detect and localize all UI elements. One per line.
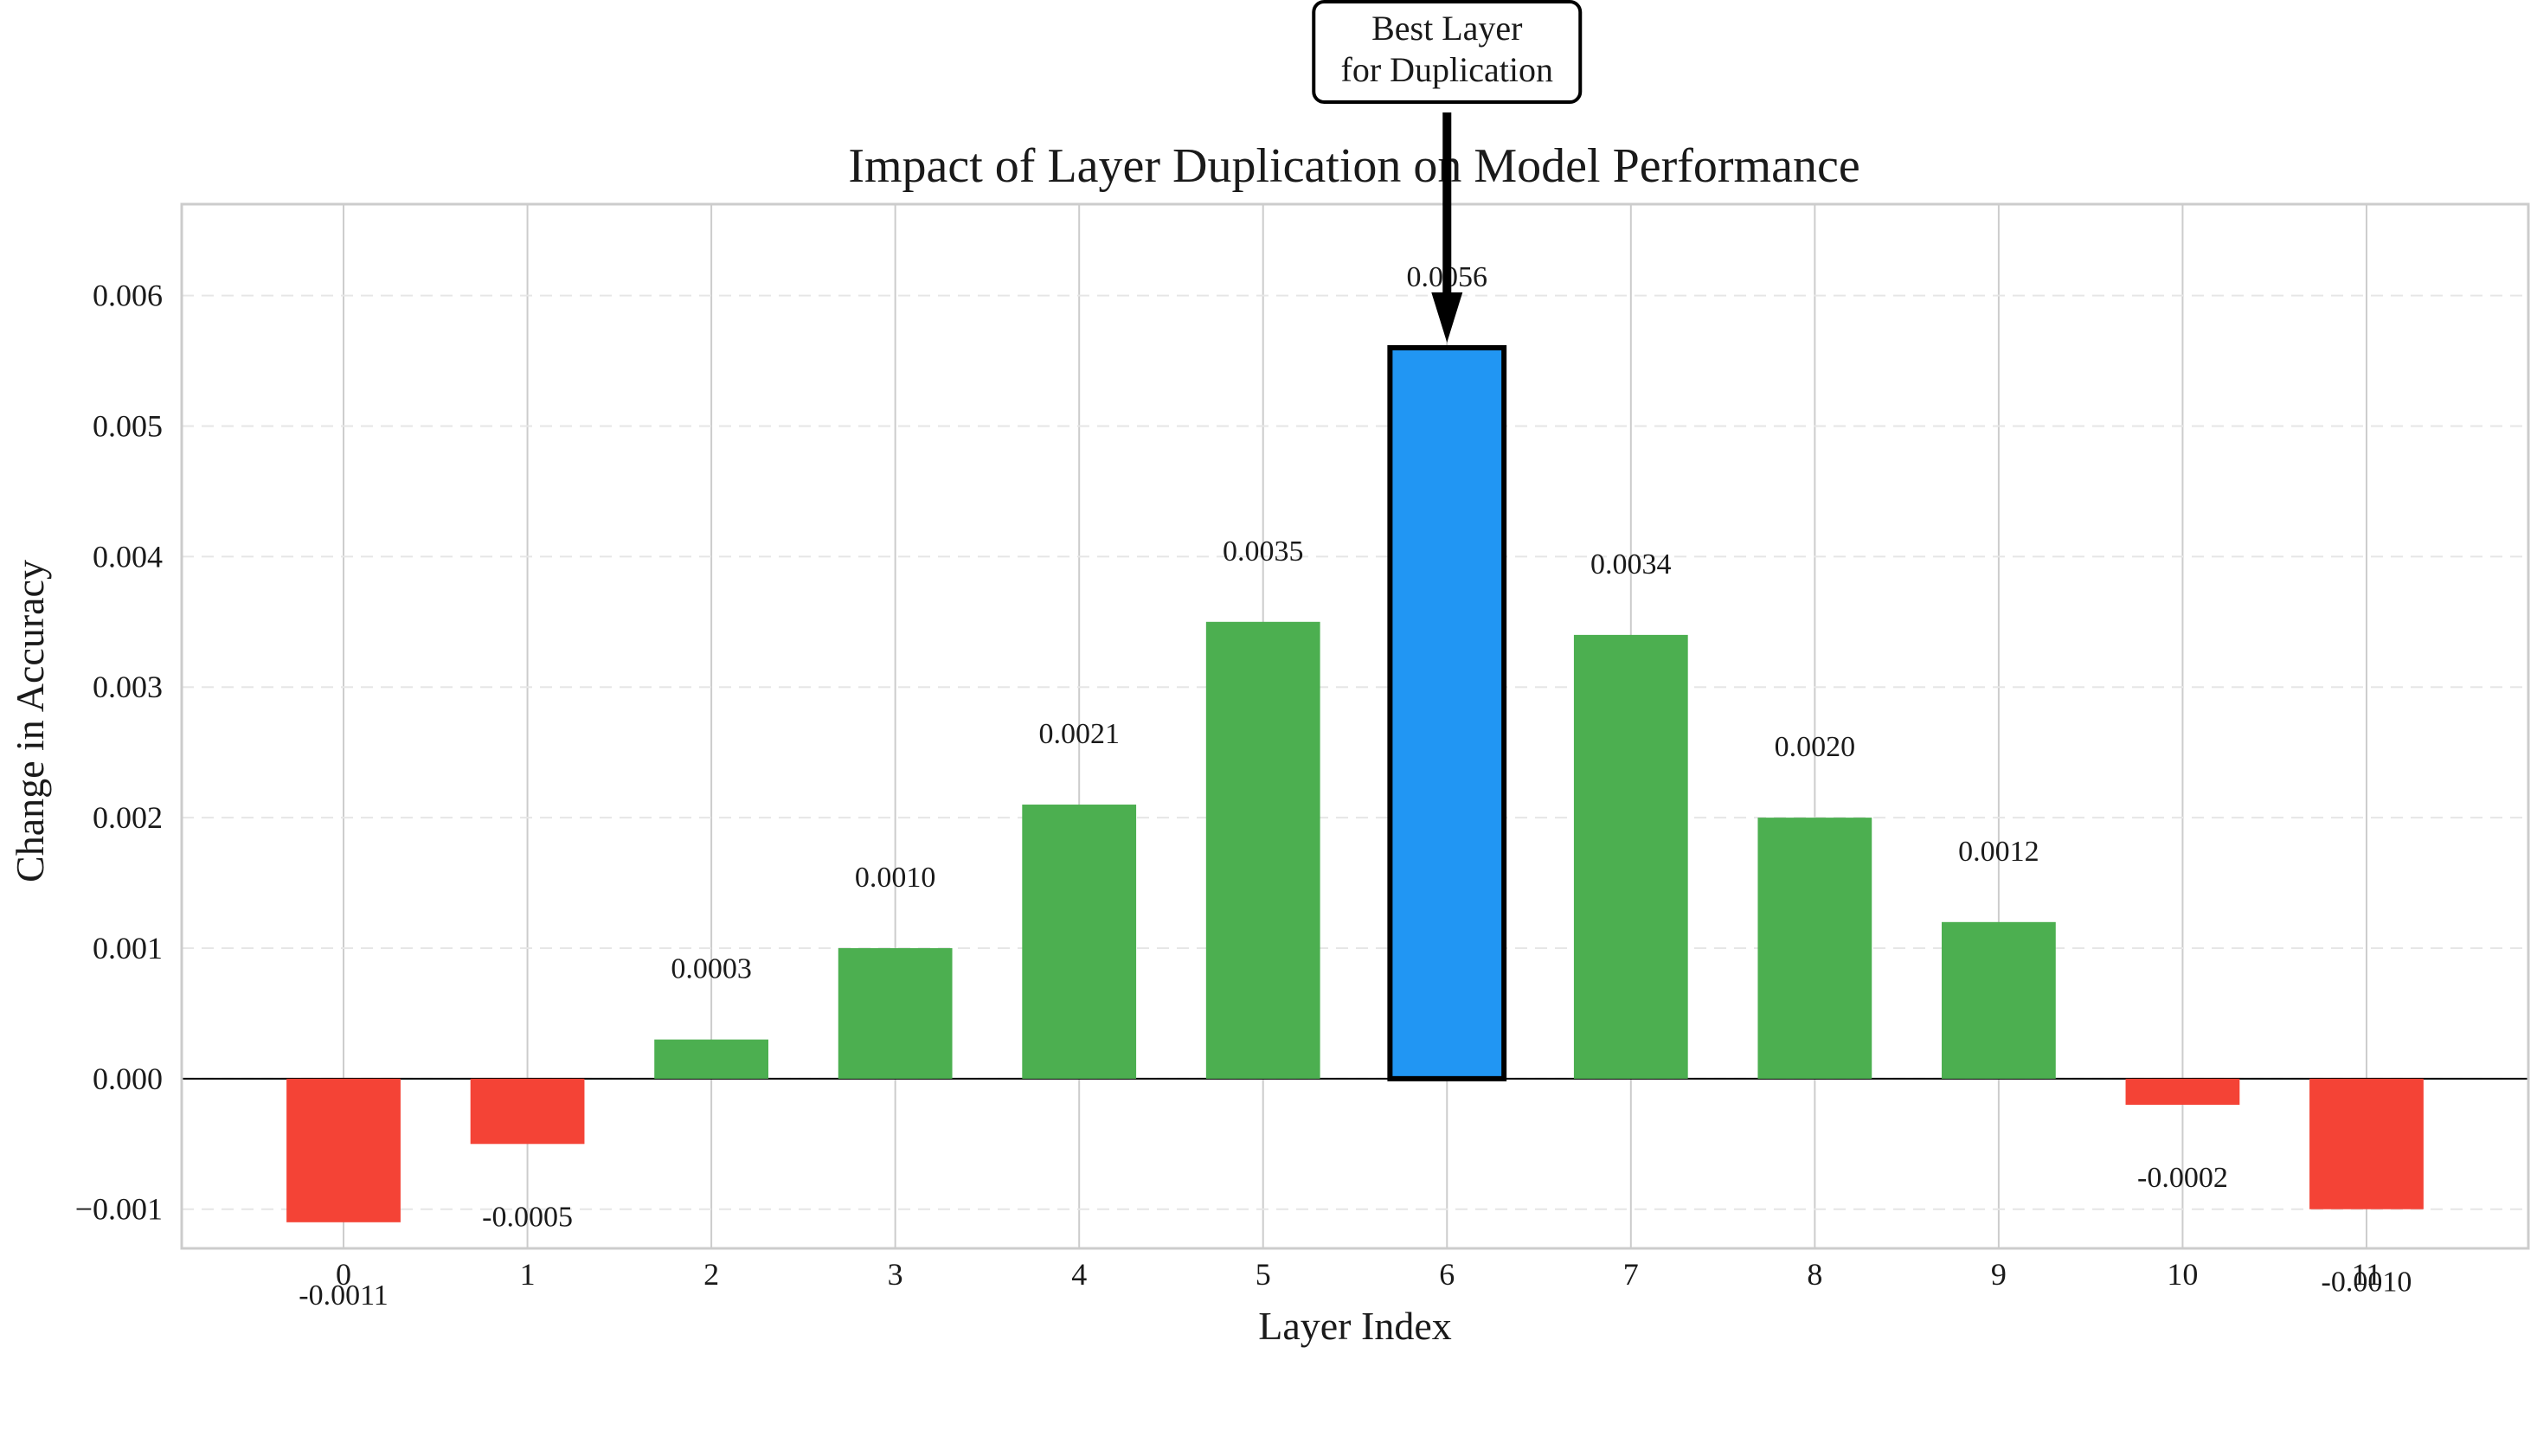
bar-value-label: 0.0010 — [855, 862, 936, 894]
x-tick-label: 0 — [336, 1257, 351, 1292]
bar — [470, 1078, 585, 1145]
bar — [1205, 621, 1320, 1079]
bar-value-labels: -0.0011 -0.0005 0.0003 0.0010 0.0021 0.0035 0.… — [299, 261, 2412, 1312]
annotation-box — [1312, 0, 1583, 104]
plot-frame — [180, 202, 2530, 1250]
bar — [2125, 1078, 2240, 1106]
bars — [286, 344, 2424, 1222]
bar — [2309, 1078, 2424, 1209]
chart-title: Impact of Layer Duplication on Model Per… — [848, 139, 1859, 193]
bar-value-label: -0.0011 — [299, 1280, 389, 1312]
x-tick-label: 7 — [1623, 1257, 1639, 1292]
x-tick-label: 9 — [1991, 1257, 2007, 1292]
x-tick-label: 4 — [1071, 1257, 1087, 1292]
y-tick-label: 0.003 — [93, 670, 163, 704]
bar — [1022, 805, 1137, 1079]
bar — [286, 1078, 401, 1222]
annotation-text-line-1: Best Layer — [1371, 9, 1522, 48]
x-tick-label: 1 — [520, 1257, 536, 1292]
x-tick-label: 2 — [703, 1257, 719, 1292]
highlighted-bar — [1387, 344, 1507, 1081]
bar-value-label: -0.0010 — [2322, 1267, 2412, 1299]
annotation-text-line-2: for Duplication — [1341, 50, 1554, 89]
bar-value-label: 0.0034 — [1590, 548, 1672, 580]
y-tick-label: 0.006 — [93, 279, 163, 313]
bar-value-label: 0.0035 — [1223, 536, 1304, 568]
y-tick-label: 0.000 — [93, 1062, 163, 1096]
bar — [1757, 818, 1872, 1079]
bar-value-label: 0.0003 — [671, 953, 752, 985]
bar — [838, 947, 953, 1079]
bar — [1573, 634, 1688, 1079]
y-axis-label: Change in Accuracy — [8, 560, 52, 882]
annotation-arrow-head — [1431, 292, 1463, 343]
bar-value-label: 0.0021 — [1038, 718, 1120, 750]
x-axis-label: Layer Index — [1258, 1304, 1452, 1348]
bar-value-label: 0.0020 — [1775, 731, 1856, 763]
bar-value-label: -0.0005 — [482, 1201, 573, 1233]
y-tick-label: −0.001 — [75, 1192, 163, 1227]
x-tick-label: 11 — [2352, 1257, 2382, 1292]
y-tick-label: 0.004 — [93, 539, 163, 574]
x-tick-label: 10 — [2167, 1257, 2198, 1292]
x-tick-label: 6 — [1439, 1257, 1455, 1292]
y-tick-label: 0.001 — [93, 931, 163, 965]
x-tick-label: 8 — [1807, 1257, 1822, 1292]
x-tick-label: 3 — [888, 1257, 903, 1292]
y-tick-label: 0.002 — [93, 800, 163, 835]
bar — [654, 1039, 768, 1079]
bar — [1942, 921, 2056, 1079]
y-axis-ticks: −0.001 0.000 0.001 0.002 0.003 0.004 0.005 0.00… — [75, 279, 163, 1227]
y-tick-label: 0.005 — [93, 408, 163, 443]
bar-value-label: -0.0002 — [2137, 1162, 2228, 1194]
best-layer-annotation: Best Layer for Duplication — [1312, 0, 1583, 343]
x-axis-ticks: 0 1 2 3 4 5 6 7 8 9 10 11 — [336, 1257, 2381, 1292]
x-tick-label: 5 — [1256, 1257, 1271, 1292]
bar-value-label: 0.0012 — [1958, 836, 2039, 868]
